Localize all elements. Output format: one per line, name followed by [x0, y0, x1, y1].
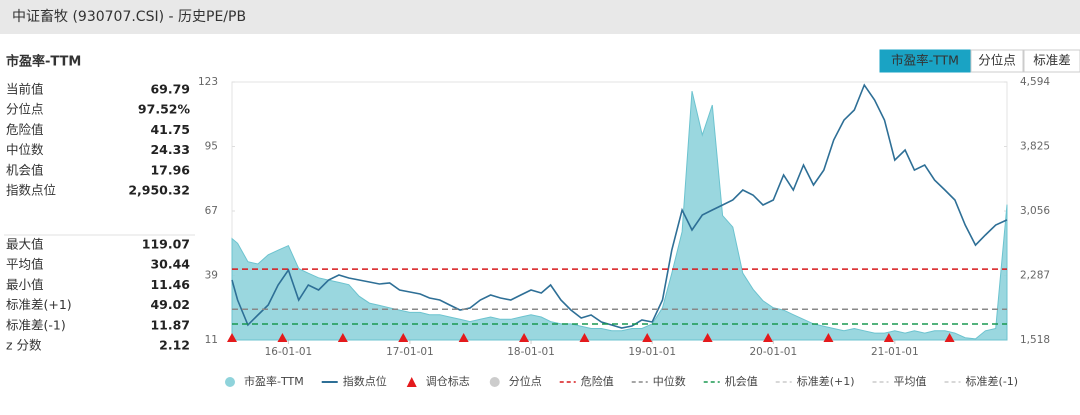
x-tick-label: 17-01-01: [386, 346, 434, 358]
y2-tick-label: 4,594: [1020, 76, 1050, 88]
rebalance-marker: [642, 333, 653, 342]
y-tick-label: 11: [205, 334, 218, 346]
y-tick-label: 39: [205, 270, 218, 282]
tab-bg[interactable]: [1023, 49, 1080, 73]
y2-tick-label: 2,287: [1020, 270, 1050, 282]
legend-label[interactable]: 中位数: [653, 374, 686, 388]
legend-label[interactable]: 分位点: [509, 374, 542, 388]
stat-value: 11.87: [150, 317, 190, 332]
stat-value: 97.52%: [138, 102, 191, 117]
stat-value: 49.02: [150, 297, 190, 312]
rebalance-marker: [519, 333, 530, 342]
legend-item[interactable]: 市盈率-TTM: [225, 374, 304, 388]
legend-icon[interactable]: [406, 377, 417, 387]
legend-label[interactable]: 危险值: [581, 374, 614, 388]
x-tick-label: 19-01-01: [628, 346, 676, 358]
legend-item[interactable]: 标准差(+1): [775, 374, 855, 388]
tab-label[interactable]: 分位点: [978, 53, 1016, 68]
legend-icon[interactable]: [225, 377, 235, 387]
tab-bg[interactable]: [970, 49, 1024, 73]
legend-icon[interactable]: [489, 377, 500, 387]
legend-label[interactable]: 市盈率-TTM: [244, 374, 304, 388]
legend-item[interactable]: 中位数: [631, 374, 686, 388]
rebalance-marker: [702, 333, 713, 342]
tab[interactable]: 分位点: [970, 49, 1024, 73]
rebalance-marker: [823, 333, 834, 342]
index-line: [231, 83, 1008, 329]
legend-item[interactable]: 调仓标志: [406, 374, 470, 388]
legend-item[interactable]: 平均值: [872, 375, 927, 388]
rebalance-marker: [944, 333, 955, 342]
stat-label: 分位点: [6, 102, 44, 117]
stat-label: 指数点位: [6, 183, 56, 198]
y2-tick-label: 1,518: [1020, 334, 1050, 346]
tab-label[interactable]: 标准差: [1033, 53, 1071, 68]
legend-label[interactable]: 指数点位: [343, 374, 387, 388]
x-tick-label: 20-01-01: [750, 346, 798, 358]
legend-label[interactable]: 标准差(-1): [966, 374, 1019, 388]
x-tick-label: 18-01-01: [507, 346, 555, 358]
x-tick-label: 21-01-01: [871, 346, 919, 358]
rebalance-marker: [277, 333, 288, 342]
rebalance-marker: [227, 333, 237, 342]
y2-tick-label: 3,056: [1020, 205, 1050, 217]
legend-item[interactable]: 标准差(-1): [944, 374, 1019, 388]
stat-value: 41.75: [150, 122, 190, 137]
legend-item[interactable]: 指数点位: [321, 374, 387, 388]
plot: 11 39 67 95 123 1,518 2,287 3,056 3,825 4,594 16-0…: [198, 76, 1050, 358]
rebalance-marker: [337, 333, 348, 342]
stat-value: 2.12: [159, 338, 190, 353]
x-tick-label: 16-01-01: [265, 346, 313, 358]
panel-title: 市盈率-TTM: [6, 54, 81, 70]
legend-label[interactable]: 机会值: [725, 374, 758, 388]
legend-label[interactable]: 调仓标志: [426, 374, 470, 388]
tab-bg[interactable]: [879, 49, 971, 73]
rebalance-marker: [763, 333, 774, 342]
stat-value: 2,950.32: [128, 183, 190, 198]
pe-area: [231, 90, 1008, 341]
stat-label: 平均值: [6, 257, 44, 272]
y2-tick-label: 3,825: [1020, 141, 1050, 153]
legend-item[interactable]: 危险值: [559, 374, 614, 388]
stat-label: 当前值: [6, 82, 44, 97]
rebalance-marker: [883, 333, 894, 342]
stat-label: 机会值: [6, 162, 44, 177]
stat-value: 30.44: [150, 257, 190, 272]
header-title: 中证畜牧 (930707.CSI) - 历史PE/PB: [12, 9, 246, 25]
y-tick-label: 95: [205, 141, 218, 153]
stat-label: 中位数: [6, 142, 44, 157]
stat-value: 24.33: [150, 142, 190, 157]
stat-value: 17.96: [150, 162, 190, 177]
header-bar: [0, 0, 1080, 34]
stat-value: 11.46: [150, 277, 190, 292]
rebalance-marker: [398, 333, 409, 342]
y-tick-label: 123: [198, 76, 218, 88]
legend-item[interactable]: 分位点: [489, 374, 542, 388]
stat-label: 最小值: [6, 277, 44, 292]
stat-label: 危险值: [6, 122, 44, 137]
legend-item[interactable]: 机会值: [703, 374, 758, 388]
stat-label: z 分数: [6, 338, 42, 353]
stat-value: 119.07: [142, 237, 190, 252]
y-tick-label: 67: [205, 205, 218, 217]
rebalance-marker: [579, 333, 590, 342]
tab[interactable]: 市盈率-TTM: [879, 49, 971, 73]
stat-label: 标准差(-1): [6, 317, 66, 332]
legend-label[interactable]: 标准差(+1): [797, 374, 855, 388]
legend-label[interactable]: 平均值: [894, 375, 927, 388]
stat-label: 标准差(+1): [6, 297, 72, 312]
rebalance-marker: [458, 333, 469, 342]
tab-label[interactable]: 市盈率-TTM: [891, 53, 959, 68]
stat-value: 69.79: [150, 82, 190, 97]
stat-label: 最大值: [6, 237, 44, 252]
tab[interactable]: 标准差: [1023, 49, 1080, 73]
